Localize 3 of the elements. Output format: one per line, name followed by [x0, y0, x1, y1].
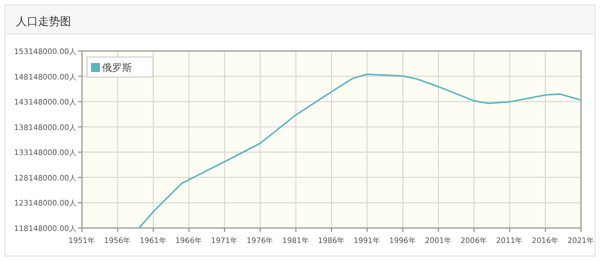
legend-label: 俄罗斯 [102, 62, 132, 74]
chart-title: 人口走势图 [16, 15, 71, 28]
line-series [138, 74, 581, 228]
